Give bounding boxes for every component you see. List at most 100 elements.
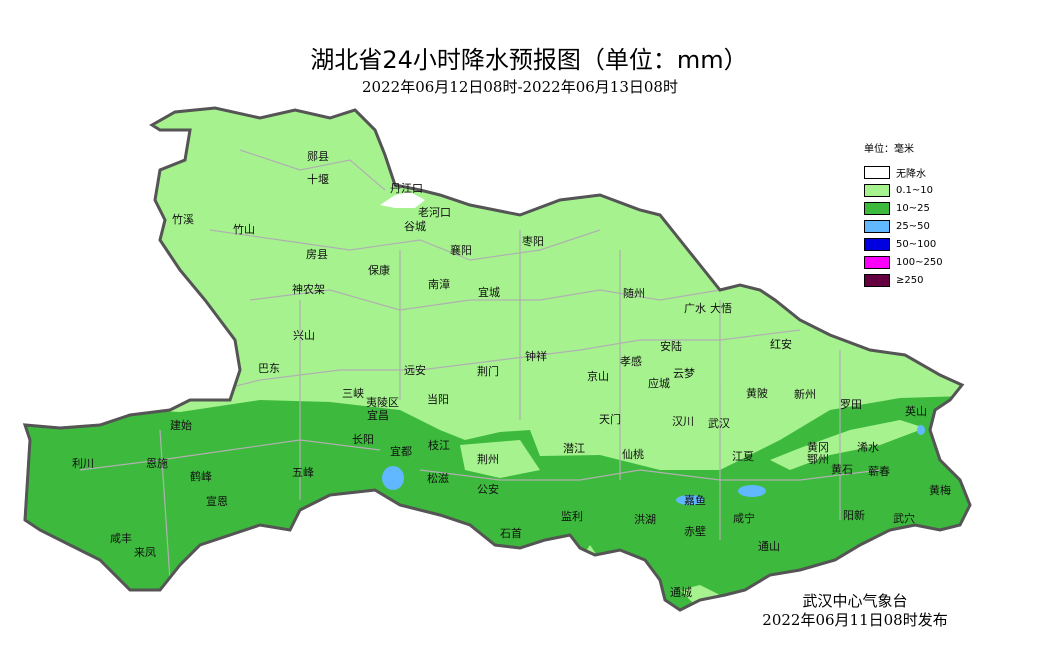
place-label: 荆门 bbox=[477, 365, 499, 378]
place-label: 竹山 bbox=[233, 223, 255, 236]
place-label: 丹江口 bbox=[390, 182, 423, 195]
place-label: 云梦 bbox=[673, 367, 695, 380]
place-label: 五峰 bbox=[292, 466, 314, 479]
place-label: 仙桃 bbox=[622, 448, 644, 461]
place-label: 黄石 bbox=[831, 463, 853, 476]
heavy-rain-patch bbox=[676, 495, 704, 505]
place-label: 宜都 bbox=[390, 445, 412, 458]
place-label: 房县 bbox=[306, 248, 328, 261]
legend-item: 100~250 bbox=[864, 253, 943, 271]
place-label: 巴东 bbox=[258, 362, 280, 375]
place-label: 三峡 bbox=[342, 387, 364, 400]
place-label: 郧县 bbox=[307, 150, 329, 163]
legend-label: 0.1~10 bbox=[896, 184, 934, 196]
place-label: 宜昌 bbox=[367, 409, 389, 422]
place-label: 广水 bbox=[684, 302, 706, 315]
place-label: 洪湖 bbox=[634, 513, 656, 526]
place-label: 孝感 bbox=[620, 355, 642, 368]
legend-item: 0.1~10 bbox=[864, 181, 943, 199]
place-label: 武穴 bbox=[893, 512, 915, 525]
place-label: 石首 bbox=[500, 527, 522, 540]
place-label: 武汉 bbox=[708, 417, 730, 430]
legend-label: 10~25 bbox=[896, 202, 930, 214]
place-label: 通山 bbox=[758, 540, 780, 553]
place-label: 鄂州 bbox=[807, 453, 829, 466]
legend-swatch bbox=[864, 165, 890, 179]
legend-swatch bbox=[864, 237, 890, 251]
place-label: 咸丰 bbox=[110, 532, 132, 545]
place-label: 荆州 bbox=[477, 453, 499, 466]
place-label: 潜江 bbox=[563, 442, 585, 455]
legend-item: ≥250 bbox=[864, 271, 943, 289]
place-label: 英山 bbox=[905, 405, 927, 418]
heavy-rain-patch bbox=[382, 466, 404, 490]
place-label: 长阳 bbox=[352, 433, 374, 446]
legend-label: 50~100 bbox=[896, 238, 937, 250]
place-label: 黄陂 bbox=[746, 387, 768, 400]
place-label: 恩施 bbox=[146, 457, 168, 470]
place-label: 大悟 bbox=[710, 302, 732, 315]
issuer: 武汉中心气象台 bbox=[802, 592, 908, 610]
place-label: 兴山 bbox=[293, 329, 315, 342]
light-rain-patch bbox=[460, 440, 540, 478]
place-label: 红安 bbox=[770, 338, 792, 351]
legend-item: 无降水 bbox=[864, 163, 943, 181]
legend-label: 25~50 bbox=[896, 220, 930, 232]
heavy-rain-patch bbox=[917, 425, 925, 435]
legend-label: 100~250 bbox=[896, 256, 943, 268]
place-label: 黄冈 bbox=[807, 441, 829, 454]
place-label: 当阳 bbox=[427, 393, 449, 406]
legend-item: 25~50 bbox=[864, 217, 943, 235]
place-label: 京山 bbox=[587, 370, 609, 383]
place-label: 十堰 bbox=[307, 173, 329, 186]
place-label: 天门 bbox=[599, 413, 621, 426]
legend: 单位：毫米 无降水 0.1~10 10~25 25~50 50~100 100~250 ≥2… bbox=[864, 140, 943, 289]
place-label: 宜城 bbox=[478, 286, 500, 299]
place-label: 枝江 bbox=[428, 439, 450, 452]
legend-unit: 单位：毫米 bbox=[864, 144, 914, 155]
legend-swatch bbox=[864, 183, 890, 197]
place-label: 随州 bbox=[623, 287, 645, 300]
place-label: 竹溪 bbox=[172, 213, 194, 226]
legend-swatch bbox=[864, 255, 890, 269]
place-label: 远安 bbox=[404, 364, 426, 377]
place-label: 通城 bbox=[670, 586, 692, 599]
issue-time: 2022年06月11日08时发布 bbox=[762, 611, 948, 629]
place-label: 南漳 bbox=[428, 278, 450, 291]
place-label: 咸宁 bbox=[733, 512, 755, 525]
place-label: 赤壁 bbox=[684, 525, 706, 538]
place-label: 老河口 bbox=[418, 206, 451, 219]
place-label: 宣恩 bbox=[206, 495, 228, 508]
place-label: 利川 bbox=[72, 457, 94, 470]
place-label: 黄梅 bbox=[929, 484, 951, 497]
light-rain-patch bbox=[770, 420, 925, 470]
map-subtitle: 2022年06月12日08时-2022年06月13日08时 bbox=[362, 78, 678, 96]
place-label: 罗田 bbox=[840, 398, 862, 411]
place-label: 襄阳 bbox=[450, 244, 472, 257]
place-label: 建始 bbox=[170, 419, 192, 432]
legend-swatch bbox=[864, 273, 890, 287]
province-border bbox=[23, 106, 972, 612]
map-title: 湖北省24小时降水预报图（单位：mm） bbox=[310, 46, 748, 74]
legend-item: 10~25 bbox=[864, 199, 943, 217]
place-label: 松滋 bbox=[427, 472, 449, 485]
place-label: 应城 bbox=[648, 377, 670, 390]
place-label: 安陆 bbox=[660, 340, 682, 353]
place-label: 嘉鱼 bbox=[684, 494, 706, 507]
place-label: 浠水 bbox=[857, 441, 879, 454]
light-rain-patch bbox=[680, 585, 720, 610]
place-label: 鹤峰 bbox=[190, 470, 212, 483]
heavy-rain-patch bbox=[738, 485, 766, 497]
county-boundaries bbox=[79, 149, 881, 581]
legend-swatch bbox=[864, 201, 890, 215]
place-label: 江夏 bbox=[732, 450, 754, 463]
place-label: 来凤 bbox=[134, 546, 156, 559]
place-label: 神农架 bbox=[292, 283, 325, 296]
place-label: 谷城 bbox=[404, 220, 426, 233]
legend-item: 50~100 bbox=[864, 235, 943, 253]
place-label: 新州 bbox=[794, 388, 816, 401]
legend-label: ≥250 bbox=[896, 274, 924, 286]
legend-label: 无降水 bbox=[896, 168, 926, 180]
